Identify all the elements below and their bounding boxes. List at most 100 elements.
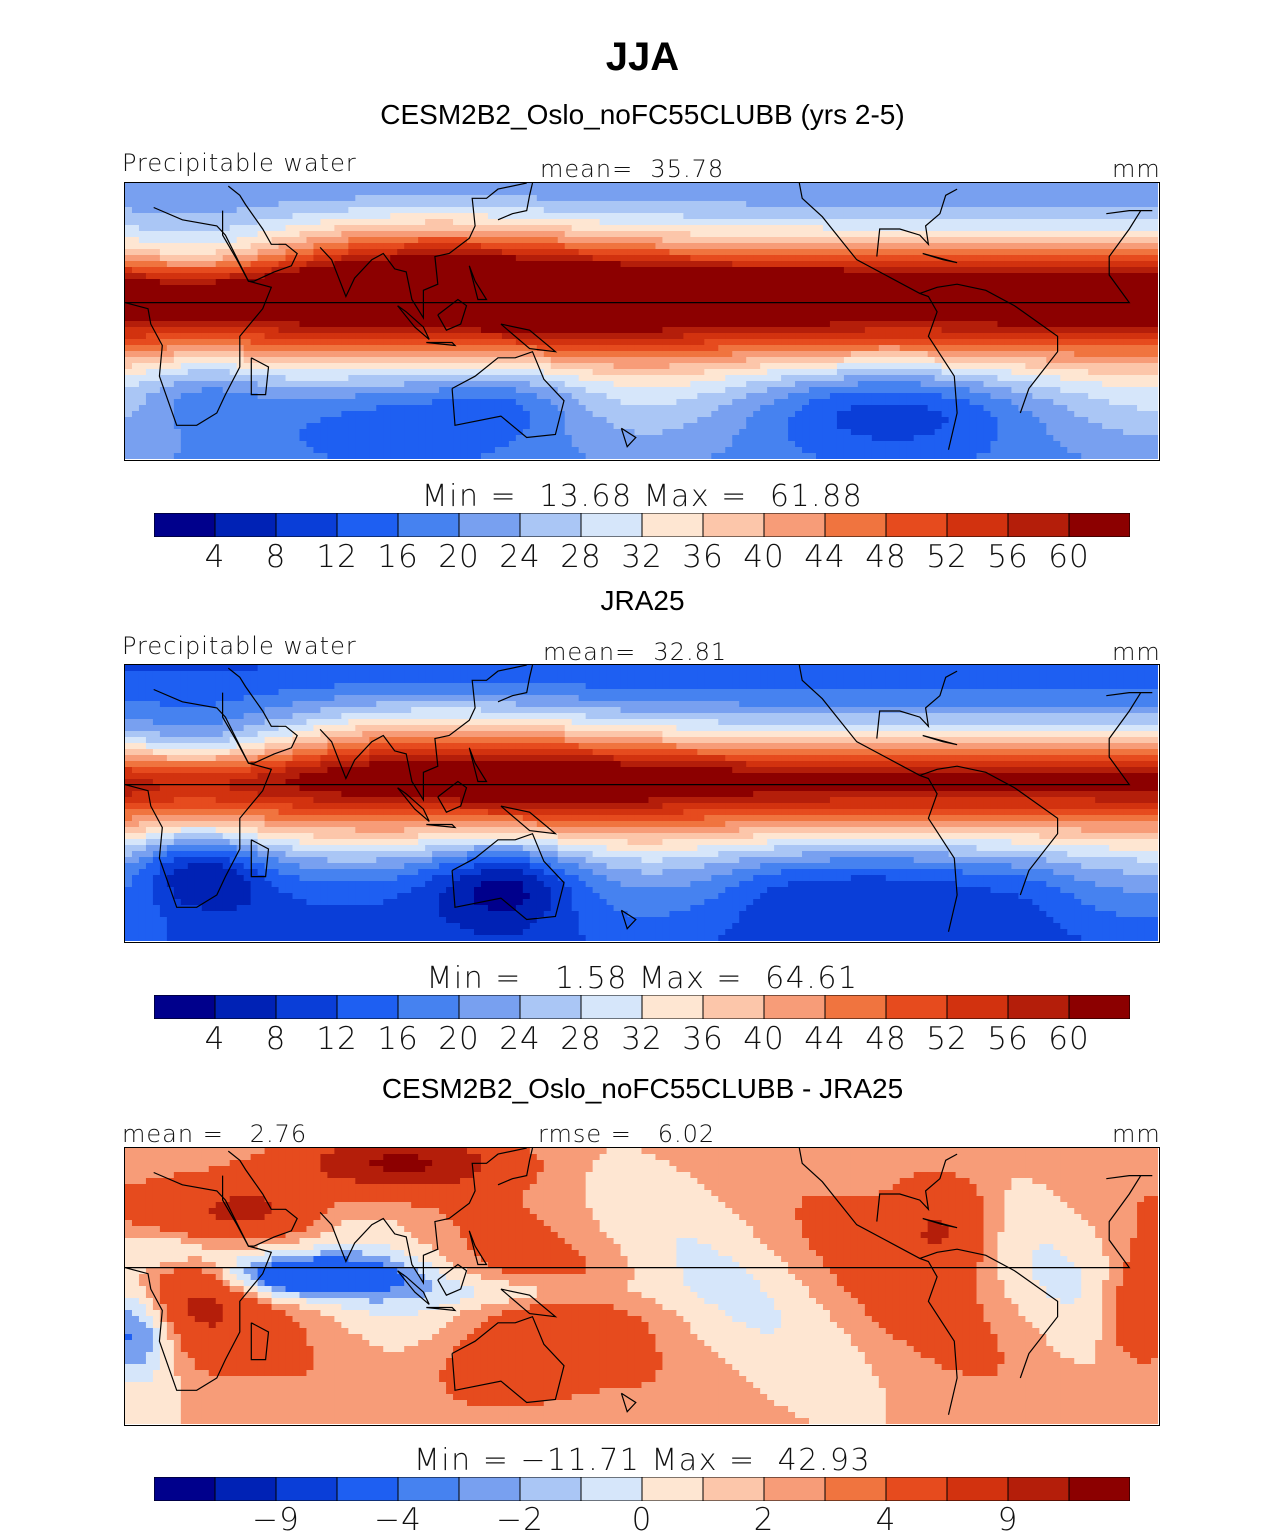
panel1-field-cell (920, 213, 929, 220)
panel1-field-cell (585, 183, 594, 190)
panel1-field-cell (627, 351, 636, 358)
panel1-field-cell (1011, 351, 1020, 358)
panel1-field-cell (606, 267, 615, 274)
panel1-field-cell (1004, 339, 1013, 346)
panel1-field-cell (425, 225, 433, 232)
panel1-field-cell (383, 273, 391, 280)
panel1-field-cell (620, 267, 629, 274)
panel1-field-cell (732, 213, 740, 220)
panel1-field-cell (425, 345, 433, 352)
panel1-field-cell (1004, 333, 1013, 340)
panel1-field-cell (871, 291, 880, 298)
panel1-field-cell (173, 267, 182, 274)
panel1-field-cell (1039, 363, 1047, 370)
panel1-field-cell (676, 213, 684, 220)
panel1-field-cell (522, 195, 531, 202)
panel1-field-cell (634, 309, 643, 316)
panel1-field-cell (1130, 285, 1138, 292)
panel1-field-cell (1060, 213, 1068, 220)
panel1-field-cell (739, 255, 747, 262)
panel1-field-cell (592, 207, 601, 214)
panel1-field-cell (453, 375, 461, 382)
panel1-field-cell (557, 249, 566, 256)
panel1-field-cell (934, 189, 943, 196)
panel1-field-cell (1151, 237, 1158, 244)
panel1-field-cell (990, 267, 999, 274)
panel1-field-cell (767, 297, 775, 304)
panel1-field-cell (138, 243, 147, 250)
panel1-field-cell (990, 279, 999, 286)
panel1-field-cell (229, 183, 238, 190)
panel1-field-cell (634, 207, 643, 214)
panel1-field-cell (1123, 207, 1131, 214)
panel1-field-cell (1018, 231, 1026, 238)
panel1-field-cell (418, 201, 426, 208)
panel1-field-cell (536, 351, 545, 358)
panel1-field-cell (187, 315, 196, 322)
panel1-field-cell (913, 345, 922, 352)
panel1-field-cell (1004, 309, 1013, 316)
panel1-field-cell (480, 351, 489, 358)
panel1-field-cell (145, 231, 154, 238)
panel1-field-cell (222, 321, 231, 328)
panel1-field-cell (613, 345, 622, 352)
panel1-field-cell (892, 183, 901, 190)
panel1-field-cell (948, 345, 957, 352)
panel1-field-cell (257, 195, 266, 202)
panel1-field-cell (613, 291, 622, 298)
panel1-field-cell (1102, 363, 1110, 370)
panel1-field-cell (313, 207, 322, 214)
panel1-field-cell (927, 363, 936, 370)
panel1-field-cell (411, 207, 419, 214)
panel1-field-cell (1102, 333, 1110, 340)
panel1-field-cell (1109, 201, 1117, 208)
panel1-field-cell (676, 279, 684, 286)
panel1-field-cell (411, 321, 419, 328)
panel1-field-cell (404, 183, 412, 190)
panel1-field-cell (467, 357, 475, 364)
panel1-field-cell (1116, 189, 1124, 196)
panel1-field-cell (425, 231, 433, 238)
panel1-field-cell (885, 231, 894, 238)
panel1-field-cell (355, 225, 363, 232)
panel1-field-cell (760, 237, 768, 244)
panel1-field-cell (166, 363, 175, 370)
panel1-field-cell (767, 213, 775, 220)
panel1-field-cell (788, 285, 796, 292)
panel1-field-cell (299, 249, 308, 256)
panel1-field-cell (809, 285, 817, 292)
panel1-field-cell (243, 363, 252, 370)
panel1-field-cell (473, 315, 482, 322)
panel1-field-cell (320, 225, 329, 232)
panel1-field-cell (369, 267, 377, 274)
panel1-field-cell (1018, 189, 1026, 196)
panel1-field-cell (376, 303, 384, 310)
panel1-field-cell (362, 213, 370, 220)
panel1-field-cell (292, 189, 301, 196)
panel1-field-cell (159, 369, 168, 376)
panel1-field-cell (704, 357, 712, 364)
panel1-field-cell (948, 273, 957, 280)
panel1-field-cell (767, 219, 775, 226)
panel1-field-cell (543, 213, 552, 220)
panel1-field-cell (899, 201, 908, 208)
panel1-field-cell (131, 381, 140, 388)
panel1-field-cell (1116, 243, 1124, 250)
panel1-field-cell (152, 207, 161, 214)
panel1-field-cell (760, 303, 768, 310)
panel1-field-cell (320, 363, 329, 370)
panel1-field-cell (271, 285, 280, 292)
panel1-field-cell (173, 207, 182, 214)
panel1-field-cell (1060, 327, 1068, 334)
panel1-field-cell (320, 201, 329, 208)
panel1-field-cell (669, 207, 677, 214)
panel1-field-cell (836, 255, 845, 262)
panel1-field-cell (822, 333, 831, 340)
panel1-field-cell (229, 345, 238, 352)
panel1-field-cell (781, 309, 789, 316)
panel1-field-cell (383, 279, 391, 286)
panel1-field-cell (857, 237, 866, 244)
panel1-field-cell (1081, 357, 1089, 364)
panel1-field-cell (173, 363, 182, 370)
panel1-field-cell (788, 225, 796, 232)
